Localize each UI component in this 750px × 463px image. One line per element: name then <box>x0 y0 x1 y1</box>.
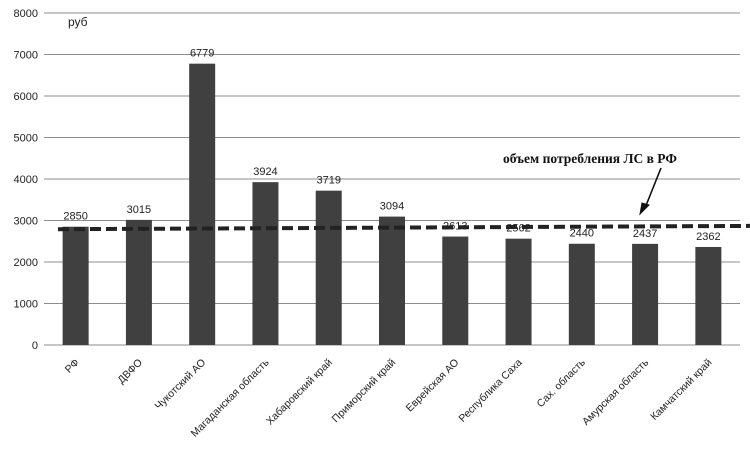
y-tick-label: 6000 <box>14 91 38 103</box>
y-tick-label: 4000 <box>14 174 38 186</box>
bar <box>442 236 469 345</box>
bar <box>125 219 152 345</box>
data-label: 2437 <box>633 228 657 240</box>
reference-arrow-head <box>639 202 650 216</box>
category-label: Камчатский край <box>648 357 714 423</box>
y-tick-label: 2000 <box>14 257 38 269</box>
category-label: Чукотский АО <box>153 357 209 413</box>
data-label: 2850 <box>63 211 87 223</box>
bar <box>379 216 405 345</box>
bar <box>505 238 532 345</box>
data-label: 3015 <box>127 204 151 216</box>
bar <box>695 246 722 345</box>
y-tick-label: 7000 <box>14 50 38 62</box>
category-label: Приморский край <box>330 357 399 426</box>
category-label: Амурская область <box>580 356 652 428</box>
data-label: 3719 <box>316 175 340 187</box>
y-unit-label: руб <box>68 15 88 29</box>
data-label: 3924 <box>253 166 277 178</box>
bar <box>189 63 216 345</box>
y-tick-label: 0 <box>32 340 38 352</box>
bar <box>632 243 659 345</box>
y-tick-label: 3000 <box>14 216 38 228</box>
y-tick-label: 1000 <box>14 299 38 311</box>
y-tick-label: 5000 <box>14 133 38 145</box>
y-tick-label: 8000 <box>14 8 38 20</box>
reference-arrow-shaft <box>644 167 662 209</box>
bar <box>252 182 279 345</box>
bars <box>62 63 722 345</box>
bar <box>62 226 89 345</box>
bar <box>568 243 595 345</box>
gridlines <box>44 12 740 346</box>
reference-line-label: объем потребления ЛС в РФ <box>503 151 677 166</box>
data-label: 2362 <box>696 231 720 243</box>
y-axis-tick-labels: 0 1000 2000 3000 4000 5000 6000 7000 8000 <box>14 8 38 352</box>
data-label: 6779 <box>190 48 214 60</box>
reference-line <box>57 223 750 232</box>
category-label: Хабаровский край <box>264 357 335 428</box>
data-label: 2613 <box>443 221 467 233</box>
category-label: Сах. область <box>535 356 589 410</box>
data-label: 2440 <box>570 228 594 240</box>
category-label: Республика Саха <box>457 357 525 425</box>
category-label: РФ <box>63 357 82 376</box>
category-label: ДВФО <box>115 357 145 387</box>
category-label: Еврейская АО <box>404 357 462 415</box>
reference-arrow <box>639 167 662 216</box>
data-label: 3094 <box>380 201 404 213</box>
bar <box>315 190 342 345</box>
